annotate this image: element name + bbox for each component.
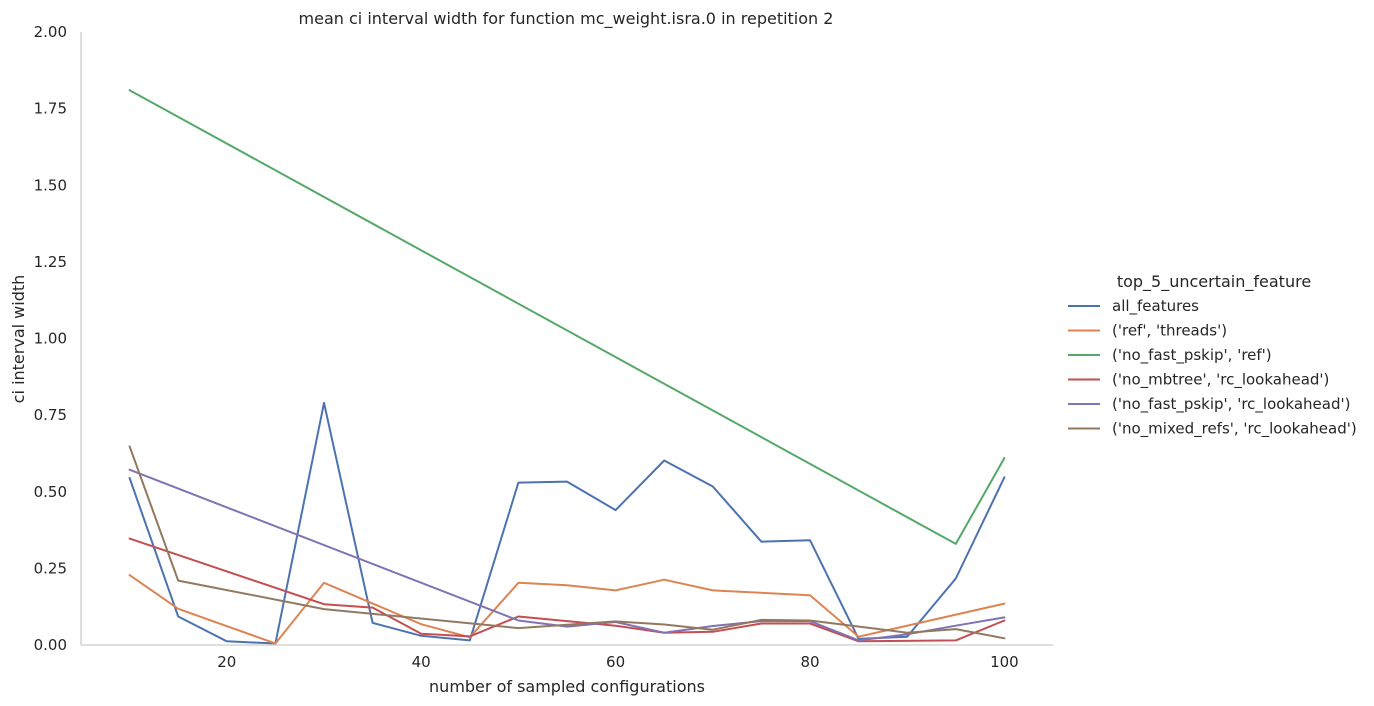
legend-label: ('no_fast_pskip', 'rc_lookahead') — [1112, 395, 1350, 414]
x-tick-labels: 20 40 60 80 100 — [217, 653, 1018, 671]
legend-label: all_features — [1112, 297, 1199, 316]
legend-label: ('no_mixed_refs', 'rc_lookahead') — [1112, 420, 1357, 439]
series-line — [128, 401, 1006, 645]
y-tick-label: 1.50 — [34, 176, 67, 194]
legend-label: ('no_fast_pskip', 'ref') — [1112, 346, 1272, 365]
y-tick-label: 1.75 — [34, 100, 67, 118]
x-axis-title: number of sampled configurations — [429, 677, 705, 696]
y-tick-label: 0.25 — [34, 559, 67, 577]
y-tick-label: 0.50 — [34, 483, 67, 501]
y-tick-label: 2.00 — [34, 23, 67, 41]
legend: top_5_uncertain_feature all_features ('re… — [1068, 272, 1357, 439]
y-tick-label: 0.75 — [34, 406, 67, 424]
series-line — [128, 445, 1006, 640]
x-tick-label: 60 — [606, 653, 625, 671]
plot-area — [128, 89, 1006, 645]
y-tick-label: 1.00 — [34, 330, 67, 348]
legend-title: top_5_uncertain_feature — [1117, 272, 1311, 292]
y-axis-title: ci interval width — [9, 275, 28, 404]
x-tick-label: 100 — [990, 653, 1019, 671]
series-line — [128, 468, 1006, 642]
x-tick-label: 40 — [412, 653, 431, 671]
chart-title: mean ci interval width for function mc_w… — [299, 9, 834, 29]
legend-label: ('ref', 'threads') — [1112, 322, 1227, 340]
y-tick-labels: 0.00 0.25 0.50 0.75 1.00 1.25 1.50 1.75 2.00 — [34, 23, 67, 654]
legend-label: ('no_mbtree', 'rc_lookahead') — [1112, 371, 1329, 390]
series-line — [128, 574, 1006, 645]
series-line — [128, 89, 1006, 545]
y-tick-label: 0.00 — [34, 636, 67, 654]
x-tick-label: 20 — [217, 653, 236, 671]
y-tick-label: 1.25 — [34, 253, 67, 271]
x-tick-label: 80 — [800, 653, 819, 671]
series-line — [128, 537, 1006, 643]
